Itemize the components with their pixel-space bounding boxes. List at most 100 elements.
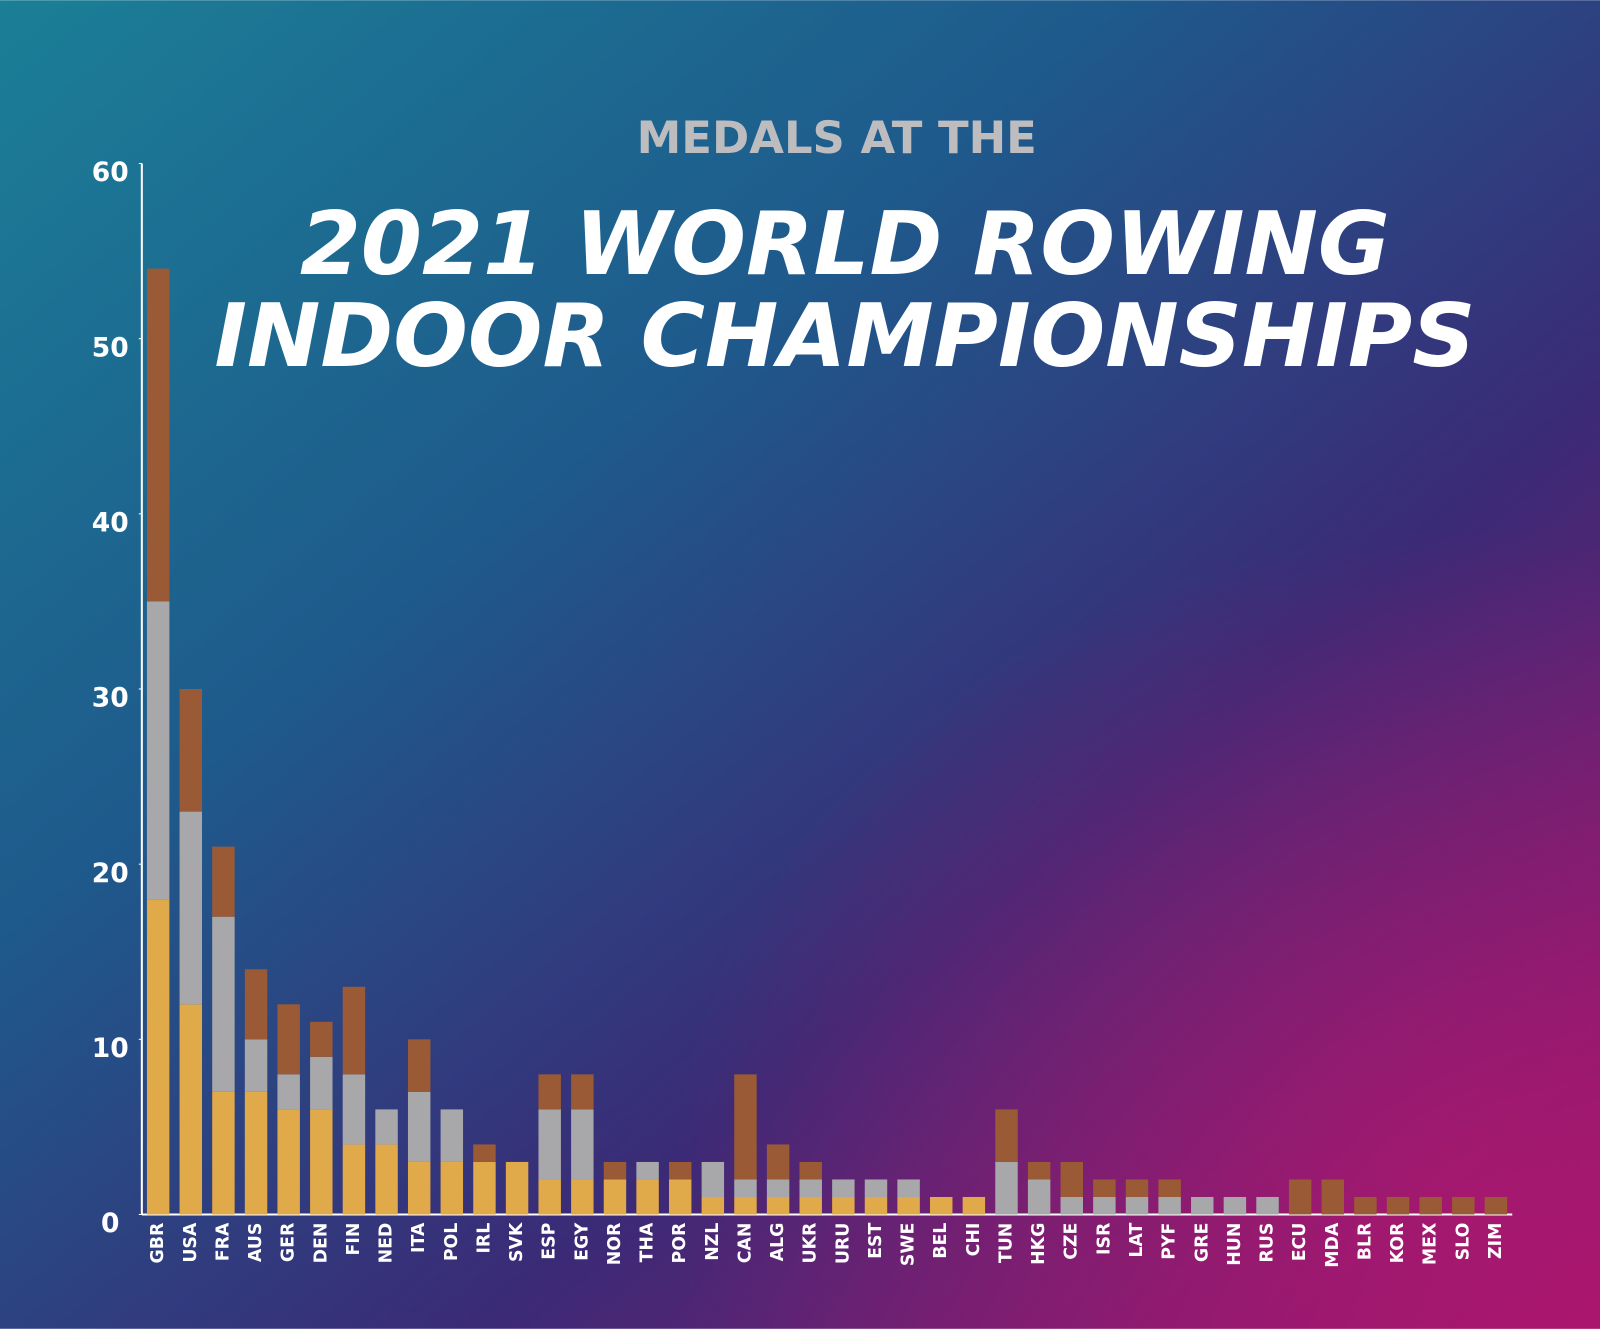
x-tick-label: IRL xyxy=(474,1223,494,1254)
y-tick-label: 0 xyxy=(101,1208,119,1239)
x-tick-label: USA xyxy=(181,1222,201,1263)
x-tick-label: GRE xyxy=(1192,1223,1212,1262)
x-tick-label: KOR xyxy=(1388,1223,1408,1264)
x-tick-label: MDA xyxy=(1323,1222,1343,1268)
bar-segment xyxy=(277,1109,300,1215)
bar-segment xyxy=(1484,1196,1508,1215)
bar-segment xyxy=(146,601,170,900)
bar-segment xyxy=(734,1196,757,1215)
x-tick-label: HKG xyxy=(1029,1223,1049,1265)
bar-segment xyxy=(310,1109,333,1215)
bar-segment xyxy=(1158,1196,1181,1215)
y-tick-label: 50 xyxy=(92,332,129,363)
bar-segment xyxy=(1386,1196,1410,1215)
bar-segment xyxy=(766,1179,790,1197)
x-tick-label: GBR xyxy=(148,1223,168,1264)
bar-segment xyxy=(897,1179,920,1197)
bar-segment xyxy=(1256,1196,1279,1215)
bar-segment xyxy=(1125,1179,1149,1197)
bar-segment xyxy=(603,1161,627,1180)
bar-segment xyxy=(277,1074,300,1110)
bar-segment xyxy=(1191,1196,1214,1215)
bar-segment xyxy=(1354,1196,1377,1215)
x-tick-label: POL xyxy=(442,1223,462,1261)
bar-segment xyxy=(505,1161,529,1215)
y-tick-label: 30 xyxy=(92,683,129,714)
bar-segment xyxy=(930,1196,953,1215)
x-tick-label: TUN xyxy=(996,1223,1016,1263)
x-tick-label: UKR xyxy=(801,1223,821,1264)
bar-segment xyxy=(832,1179,855,1197)
x-tick-label: NZL xyxy=(703,1223,723,1261)
bar-segment xyxy=(734,1074,757,1180)
x-tick-label: ISR xyxy=(1094,1223,1114,1255)
bar-segment xyxy=(668,1161,692,1180)
bar-segment xyxy=(244,1091,268,1215)
bar-segment xyxy=(864,1179,888,1197)
x-tick-label: SWE xyxy=(899,1223,919,1266)
x-tick-label: GER xyxy=(279,1223,299,1262)
bar-segment xyxy=(375,1109,398,1145)
bar-segment xyxy=(375,1144,398,1215)
x-tick-label: ALG xyxy=(768,1223,788,1262)
bar-segment xyxy=(734,1179,757,1197)
bar-segment xyxy=(766,1196,790,1215)
x-tick-label: LAT xyxy=(1127,1222,1147,1257)
x-tick-label: EST xyxy=(866,1222,886,1258)
x-tick-label: PYF xyxy=(1160,1223,1180,1260)
x-tick-label: NOR xyxy=(605,1223,625,1266)
bar-segment xyxy=(1419,1196,1442,1215)
bar-segment xyxy=(1158,1179,1181,1197)
bar-segment xyxy=(668,1179,692,1215)
bar-segment xyxy=(440,1161,464,1215)
x-tick-label: RUS xyxy=(1258,1223,1278,1263)
x-tick-label: ZIM xyxy=(1486,1223,1506,1259)
x-tick-label: EGY xyxy=(572,1222,592,1261)
x-tick-label: POR xyxy=(670,1223,690,1264)
bar-segment xyxy=(636,1161,659,1180)
bar-segment xyxy=(571,1109,594,1180)
x-tick-label: BLR xyxy=(1355,1223,1375,1261)
bar-segment xyxy=(1321,1179,1345,1215)
bar-segment xyxy=(407,1091,431,1162)
x-tick-label: CZE xyxy=(1062,1223,1082,1260)
bar-segment xyxy=(995,1161,1018,1215)
bar-segment xyxy=(864,1196,888,1215)
bar-segment xyxy=(179,688,203,812)
bar-segment xyxy=(179,811,203,1005)
bar-segment xyxy=(407,1039,431,1092)
bar-segment xyxy=(766,1144,790,1180)
y-tick-label: 10 xyxy=(92,1033,129,1064)
x-tick-label: SVK xyxy=(507,1222,527,1262)
bar-segment xyxy=(995,1109,1018,1162)
bar-segment xyxy=(701,1161,725,1197)
bar-segment xyxy=(1093,1196,1116,1215)
y-tick-label: 20 xyxy=(92,858,129,889)
bar-segment xyxy=(799,1161,822,1180)
x-tick-label: ITA xyxy=(409,1222,429,1253)
chart-title: 2021 WORLD ROWING INDOOR CHAMPIONSHIPS xyxy=(214,193,1475,387)
bar-segment xyxy=(538,1179,561,1215)
bar-segment xyxy=(571,1074,594,1110)
bar-segment xyxy=(244,1039,268,1092)
bar-segment xyxy=(277,1004,300,1075)
supertitle: MEDALS AT THE xyxy=(637,111,1037,164)
x-tick-label: SLO xyxy=(1453,1223,1473,1261)
x-tick-label: AUS xyxy=(246,1223,266,1262)
bar-segment xyxy=(1125,1196,1149,1215)
bar-segment xyxy=(212,916,235,1092)
x-tick-label: MEX xyxy=(1421,1222,1441,1265)
y-tick-label: 40 xyxy=(92,508,129,539)
bar-segment xyxy=(342,1144,366,1215)
x-tick-label: ECU xyxy=(1290,1223,1310,1262)
bar-segment xyxy=(1027,1179,1051,1215)
bar-segment xyxy=(212,1091,235,1215)
bar-segment xyxy=(799,1179,822,1197)
bar-segment xyxy=(636,1179,659,1215)
bar-segment xyxy=(1452,1196,1475,1215)
bar-segment xyxy=(310,1021,333,1057)
bar-segment xyxy=(146,899,170,1215)
bar-segment xyxy=(701,1196,725,1215)
